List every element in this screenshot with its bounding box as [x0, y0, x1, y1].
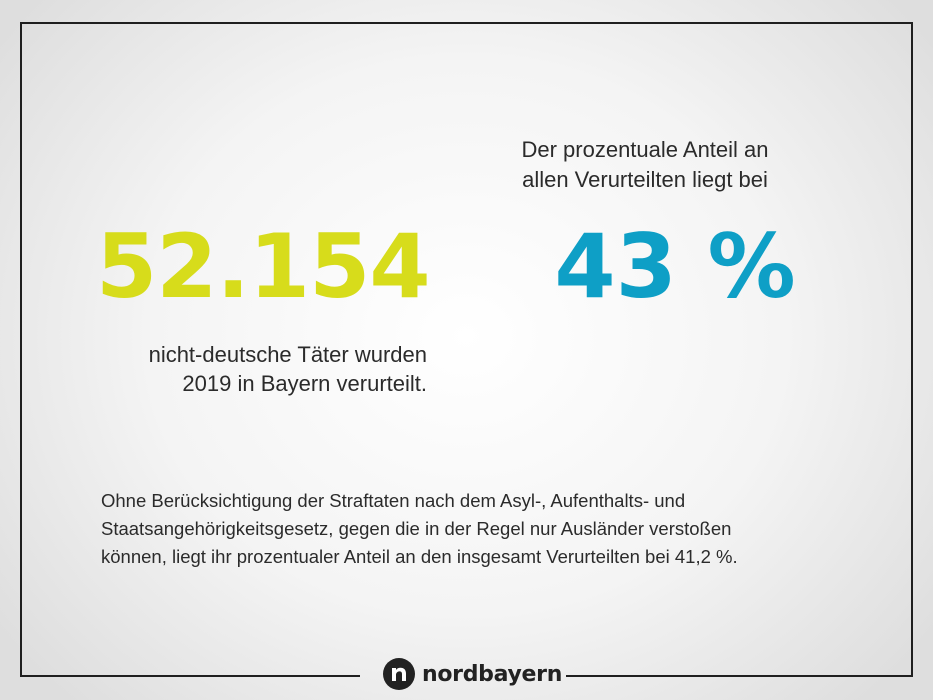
frame-border-left: [20, 22, 22, 677]
convicted-count-caption: nicht-deutsche Täter wurden 2019 in Baye…: [60, 340, 427, 398]
footnote-line1: Ohne Berücksichtigung der Straftaten nac…: [101, 490, 686, 511]
share-intro-line1: Der prozentuale Anteil an: [521, 137, 769, 162]
footnote-line3: können, liegt ihr prozentualer Anteil an…: [101, 546, 738, 567]
footnote: Ohne Berücksichtigung der Straftaten nac…: [101, 487, 881, 571]
convicted-count-caption-line2: 2019 in Bayern verurteilt.: [182, 371, 427, 396]
brand-name: nordbayern: [422, 661, 563, 687]
share-percentage-value: 43 %: [554, 215, 796, 318]
frame-border-right: [911, 22, 913, 677]
brand-logo: nordbayern: [382, 652, 562, 696]
nordbayern-logo-icon: [383, 658, 415, 690]
share-intro-line2: allen Verurteilten liegt bei: [522, 167, 768, 192]
frame-border-bottom-left: [20, 675, 360, 677]
convicted-count-caption-line1: nicht-deutsche Täter wurden: [148, 342, 427, 367]
share-intro: Der prozentuale Anteil an allen Verurtei…: [480, 135, 810, 195]
footnote-line2: Staatsangehörigkeitsgesetz, gegen die in…: [101, 518, 732, 539]
convicted-count-value: 52.154: [96, 215, 431, 318]
frame-border-top: [20, 22, 913, 24]
frame-border-bottom-right: [566, 675, 913, 677]
